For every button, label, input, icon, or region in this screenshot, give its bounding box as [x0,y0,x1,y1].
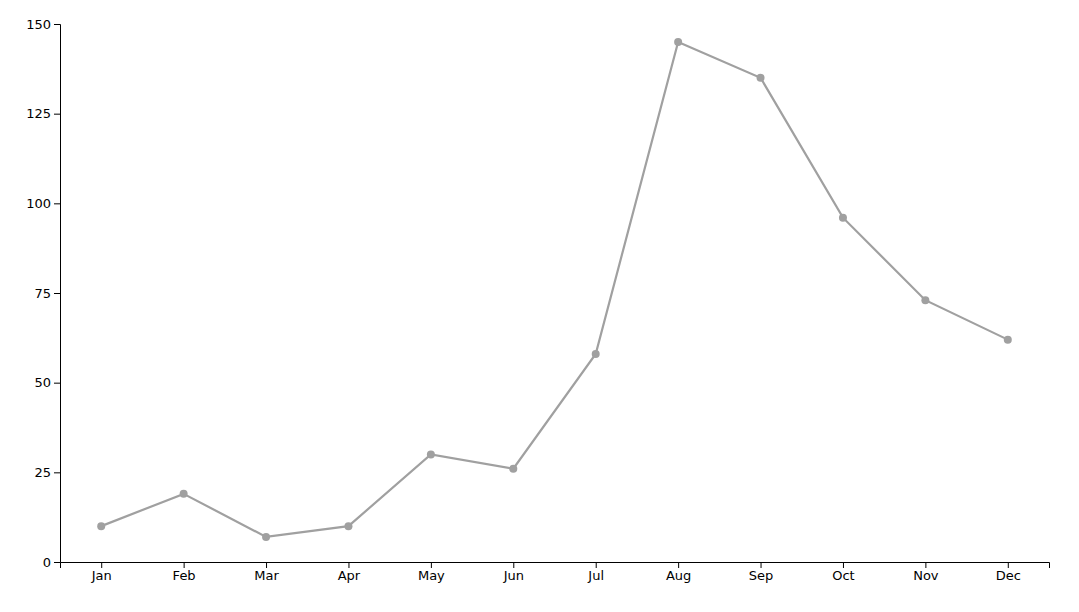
marker [97,522,105,530]
tick: Oct [832,562,854,583]
tick-label: 100 [26,196,51,211]
tick-label: Jan [91,568,112,583]
tick-label: Feb [173,568,196,583]
tick-label: May [418,568,445,583]
chart: Jan Feb Mar Apr May Jun Jul Aug Sep Oct Nov Dec 0 25 5… [0,0,1079,612]
axis-line [61,563,1050,569]
tick-mark [596,562,597,568]
tick: Aug [666,562,691,583]
tick-mark [184,562,185,568]
tick-label: Apr [338,568,361,583]
tick-label: Oct [832,568,854,583]
tick-mark [54,114,60,115]
tick: 25 [34,465,60,480]
marker [509,465,517,473]
marker [757,74,765,82]
tick-mark [54,203,60,204]
tick-mark [348,562,349,568]
marks [97,38,1012,541]
tick-label: 125 [26,106,51,121]
tick: Sep [749,562,774,583]
marker [592,350,600,358]
marker [344,522,352,530]
marker [921,296,929,304]
tick: Jun [503,562,524,583]
tick-mark [1008,562,1009,568]
marker [839,214,847,222]
tick-label: Mar [254,568,279,583]
marker [262,533,270,541]
marker [180,490,188,498]
tick-mark [54,562,60,563]
tick-mark [266,562,267,568]
tick: 75 [34,286,60,301]
tick: Nov [913,562,939,583]
tick: Apr [338,562,361,583]
tick-mark [54,24,60,25]
tick-label: 50 [34,375,51,390]
tick: 100 [26,196,60,211]
tick: 50 [34,375,60,390]
tick-label: Nov [913,568,939,583]
tick-mark [843,562,844,568]
axis-line [54,25,61,563]
tick: Jan [91,562,112,583]
tick-mark [54,383,60,384]
tick-label: 75 [34,286,51,301]
tick: Mar [254,562,279,583]
tick-label: Jun [503,568,524,583]
tick: 0 [43,555,60,570]
x-axis: Jan Feb Mar Apr May Jun Jul Aug Sep Oct Nov Dec [61,562,1050,583]
tick-label: Aug [666,568,691,583]
tick-label: 25 [34,465,51,480]
tick: Dec [996,562,1021,583]
tick-label: 150 [26,17,51,32]
plot: Jan Feb Mar Apr May Jun Jul Aug Sep Oct Nov Dec 0 25 5… [26,17,1049,584]
tick-label: Sep [749,568,774,583]
tick-label: Dec [996,568,1021,583]
tick-mark [678,562,679,568]
tick-mark [101,562,102,568]
y-axis: 0 25 50 75 100 125 150 [26,17,60,570]
tick-mark [54,472,60,473]
tick: Feb [173,562,196,583]
tick: May [418,562,445,583]
line [101,42,1008,537]
tick: 150 [26,17,60,32]
tick: Jul [587,562,604,583]
marker [427,450,435,458]
tick: 125 [26,106,60,121]
tick-label: Jul [587,568,604,583]
tick-mark [54,293,60,294]
marker [1004,336,1012,344]
tick-label: 0 [43,555,51,570]
tick-mark [761,562,762,568]
tick-mark [513,562,514,568]
tick-mark [925,562,926,568]
tick-mark [431,562,432,568]
marker [674,38,682,46]
